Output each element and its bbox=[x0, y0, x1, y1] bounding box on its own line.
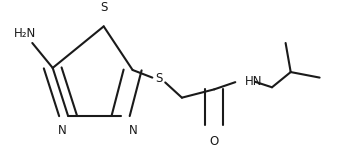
Text: S: S bbox=[100, 1, 107, 14]
Text: H₂N: H₂N bbox=[14, 27, 36, 40]
Text: N: N bbox=[57, 124, 66, 137]
Text: N: N bbox=[129, 124, 138, 137]
Text: HN: HN bbox=[245, 75, 262, 88]
Text: O: O bbox=[209, 135, 219, 148]
Text: S: S bbox=[155, 72, 163, 86]
